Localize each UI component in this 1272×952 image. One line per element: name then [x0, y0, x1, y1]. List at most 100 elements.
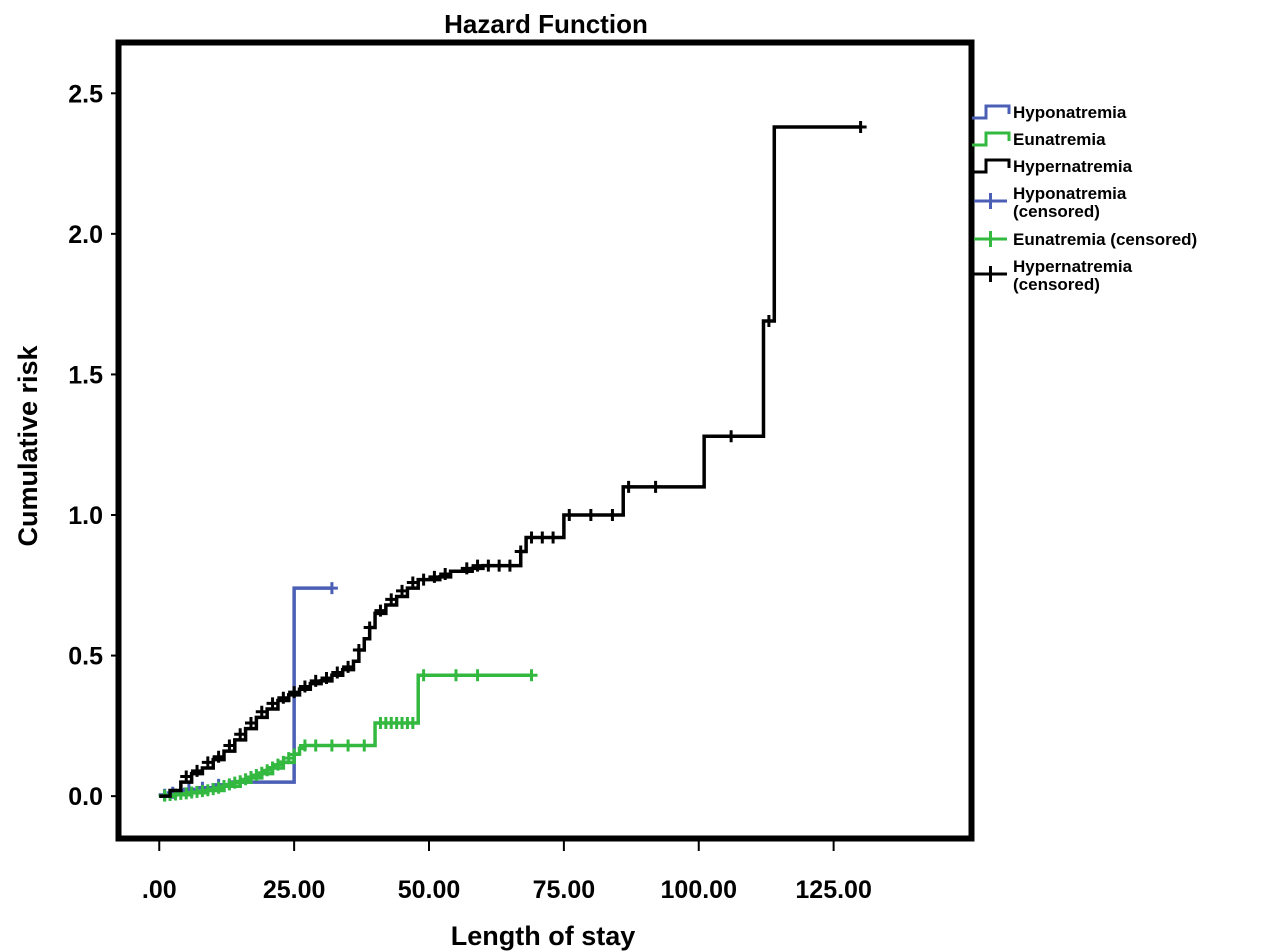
censored-marker: [762, 315, 775, 328]
censored-marker: [298, 739, 311, 752]
censored-marker: [563, 509, 576, 522]
censored-marker: [363, 621, 376, 634]
censored-marker: [547, 531, 560, 544]
y-tick-label: 2.5: [68, 80, 103, 108]
censored-marker: [385, 593, 398, 606]
censored-marker: [298, 680, 311, 693]
y-axis: 0.0 0.5 1.0 1.5 2.0 2.5: [68, 80, 121, 811]
step-line-eunatremia: [159, 673, 532, 798]
series-hypernatremia: [159, 121, 867, 798]
x-tick-label: 50.00: [398, 876, 461, 904]
censored-marker: [191, 764, 204, 777]
x-tick-label: 125.00: [795, 876, 871, 904]
censored-marker: [525, 669, 538, 682]
legend-swatch-plus: [974, 231, 1007, 247]
legend-swatch-step: [972, 158, 1011, 174]
censored-marker: [417, 573, 430, 586]
censored-marker: [449, 669, 462, 682]
censored-marker: [406, 717, 419, 730]
y-tick-label: 0.0: [68, 783, 103, 811]
censored-marker: [725, 430, 738, 443]
step-line-hypernatremia: [159, 125, 861, 798]
censored-marker: [536, 531, 549, 544]
legend: Hyponatremia Eunatremia Hypernatremia Hypon…: [972, 103, 1197, 294]
legend-item: Eunatremia: [972, 130, 1106, 149]
censored-marker: [212, 750, 225, 763]
legend-swatch-step: [972, 131, 1011, 147]
censored-marker: [309, 739, 322, 752]
censored-marker: [854, 121, 867, 134]
series-layer: [158, 121, 867, 802]
censored-marker: [406, 576, 419, 589]
legend-label: Hyponatremia: [1013, 103, 1127, 122]
y-tick-label: 2.0: [68, 221, 103, 249]
series-eunatremia: [158, 669, 538, 802]
censored-marker: [428, 570, 441, 583]
censored-marker: [396, 584, 409, 597]
censored-marker: [309, 674, 322, 687]
censored-marker: [244, 717, 257, 730]
legend-label: Eunatremia: [1013, 130, 1106, 149]
censored-marker: [514, 545, 527, 558]
censored-marker: [503, 559, 516, 572]
censored-marker: [201, 756, 214, 769]
y-tick-label: 1.5: [68, 361, 103, 389]
censored-marker: [234, 728, 247, 741]
censored-marker: [180, 770, 193, 783]
censored-marker: [342, 660, 355, 673]
legend-item: Hypernatremia(censored): [974, 257, 1133, 294]
censored-marker: [320, 672, 333, 685]
legend-item: Eunatremia (censored): [974, 230, 1197, 249]
censored-marker: [374, 604, 387, 617]
censored-marker: [649, 480, 662, 493]
censored-marker: [358, 739, 371, 752]
legend-label: Hyponatremia: [1013, 184, 1127, 203]
censored-marker: [255, 705, 268, 718]
censored-marker: [325, 582, 338, 595]
censored-marker: [525, 531, 538, 544]
censored-marker: [288, 748, 301, 761]
censored-marker: [471, 669, 484, 682]
legend-label: Eunatremia (censored): [1013, 230, 1197, 249]
x-tick-label: .00: [142, 876, 177, 904]
censored-marker: [342, 739, 355, 752]
chart-title: Hazard Function: [444, 9, 648, 39]
censored-marker: [266, 697, 279, 710]
censored-marker: [606, 509, 619, 522]
censored-marker: [223, 739, 236, 752]
censored-marker: [460, 562, 473, 575]
censored-marker: [439, 568, 452, 581]
legend-label: Hypernatremia: [1013, 157, 1133, 176]
legend-item: Hyponatremia(censored): [974, 184, 1127, 221]
plot-frame: [115, 39, 975, 842]
censored-marker: [622, 480, 635, 493]
y-tick-label: 1.0: [68, 502, 103, 530]
censored-marker: [493, 559, 506, 572]
censored-marker: [584, 509, 597, 522]
x-tick-label: 75.00: [533, 876, 596, 904]
x-axis: .00 25.00 50.00 75.00 100.00 125.00: [142, 841, 872, 904]
legend-swatch-plus: [974, 193, 1007, 209]
censored-marker: [325, 739, 338, 752]
series-hyponatremia: [158, 582, 338, 801]
censored-marker: [288, 686, 301, 699]
censored-marker: [352, 643, 365, 656]
y-tick-label: 0.5: [68, 643, 103, 671]
legend-label: (censored): [1013, 202, 1100, 221]
legend-item: Hyponatremia: [972, 103, 1127, 122]
legend-label: (censored): [1013, 275, 1100, 294]
x-tick-label: 25.00: [263, 876, 326, 904]
legend-label: Hypernatremia: [1013, 257, 1133, 276]
censored-marker: [417, 669, 430, 682]
censored-marker: [482, 559, 495, 572]
x-tick-label: 100.00: [661, 876, 737, 904]
x-axis-label: Length of stay: [451, 921, 636, 951]
legend-swatch-plus: [974, 266, 1007, 282]
y-axis-label: Cumulative risk: [13, 344, 43, 546]
censored-marker: [471, 559, 484, 572]
legend-swatch-step: [972, 104, 1011, 120]
legend-item: Hypernatremia: [972, 157, 1133, 176]
censored-marker: [277, 691, 290, 704]
censored-marker: [331, 666, 344, 679]
